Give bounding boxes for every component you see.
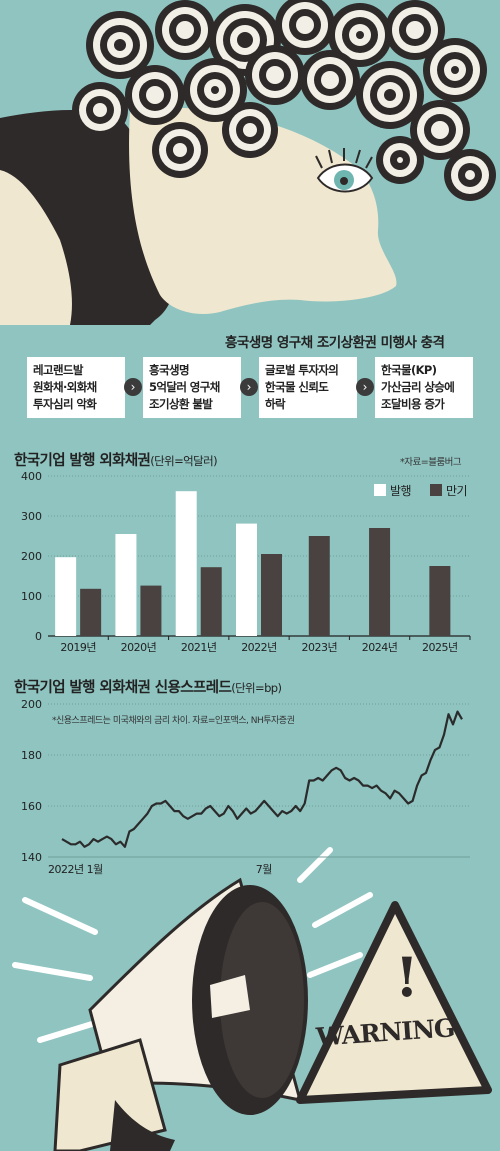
bar-issue — [115, 534, 137, 636]
swirl-hair — [72, 0, 496, 201]
legend-maturity-swatch — [430, 484, 442, 496]
swirl-ring — [384, 89, 396, 101]
headline: 흥국생명 영구채 조기상환권 미행사 충격 — [225, 335, 445, 351]
y-tick-label: 200 — [21, 698, 42, 711]
flow-step-line: 한국물 신뢰도 — [265, 380, 329, 394]
swirl-ring — [146, 86, 164, 104]
flow-step-3: 글로벌 투자자의 한국물 신뢰도 하락 — [259, 357, 357, 418]
flow-step-line: 하락 — [265, 397, 286, 411]
y-tick-label: 180 — [21, 749, 42, 762]
bar-chart-title-text: 한국기업 발행 외화채권 — [14, 453, 151, 469]
y-tick-label: 300 — [21, 510, 42, 523]
flow-step-line: 레고랜드발 — [33, 363, 84, 377]
megaphone-handle — [110, 1100, 175, 1151]
x-tick-label: 2025년 — [422, 641, 458, 654]
bar-chart-source: *자료=블룸버그 — [400, 457, 462, 468]
swirl-ring — [321, 71, 339, 89]
y-tick-label: 160 — [21, 800, 42, 813]
y-tick-label: 400 — [21, 470, 42, 483]
x-tick-label: 7월 — [256, 863, 272, 876]
warning-exclamation-icon: ! — [395, 945, 419, 1009]
swirl-ring — [397, 157, 403, 163]
x-tick-label: 2023년 — [301, 641, 337, 654]
warning-triangle — [296, 901, 492, 1104]
swirl-ring — [114, 39, 126, 51]
megaphone-inner — [220, 902, 304, 1098]
woman-pupil — [340, 177, 348, 185]
woman-cream-neck — [0, 170, 72, 325]
swirl-ring — [356, 31, 364, 39]
legend-maturity-label: 만기 — [446, 484, 468, 498]
swirl-ring — [176, 21, 194, 39]
x-tick-label: 2020년 — [121, 641, 157, 654]
bar-maturity — [429, 566, 451, 636]
legend-issue-swatch — [374, 484, 386, 496]
swirl-ring — [173, 143, 187, 157]
flow-arrow-icon: › — [240, 378, 258, 396]
megaphone-window — [210, 975, 250, 1018]
x-tick-label: 2022년 — [241, 641, 277, 654]
flow-step-2: 흥국생명 5억달러 영구채 조기상환 불발 — [143, 357, 241, 418]
bar-issue — [175, 491, 197, 636]
bar-issue — [55, 557, 77, 636]
flow-step-line: 5억달러 영구채 — [149, 380, 220, 394]
flow-step-line: 한국물(KP) — [381, 363, 437, 377]
flow-step-line: 조기상환 불발 — [149, 397, 213, 411]
swirl-ring — [243, 123, 257, 137]
flow-step-line: 흥국생명 — [149, 363, 190, 377]
bar-maturity — [140, 585, 162, 636]
swirl-ring — [465, 170, 475, 180]
bar-maturity — [80, 588, 102, 636]
bar-chart-title: 한국기업 발행 외화채권(단위=억달러) — [14, 449, 218, 470]
flow-arrow-icon: › — [356, 378, 374, 396]
flow-arrow-icon: › — [124, 378, 142, 396]
legend-issue-label: 발행 — [390, 484, 412, 498]
line-chart-title: 한국기업 발행 외화채권 신용스프레드(단위=bp) — [14, 676, 282, 697]
y-tick-label: 140 — [21, 851, 42, 864]
swirl-ring — [406, 21, 424, 39]
flow-step-line: 글로벌 투자자의 — [265, 363, 339, 377]
y-tick-label: 0 — [35, 630, 42, 643]
y-tick-label: 100 — [21, 590, 42, 603]
woman-lashes — [315, 148, 373, 169]
swirl-ring — [266, 66, 284, 84]
x-tick-label: 2021년 — [181, 641, 217, 654]
alert-rays — [12, 847, 373, 1043]
flow-step-1: 레고랜드발 원화채·외화채 투자심리 악화 — [27, 357, 125, 418]
bar-chart-unit: (단위=억달러) — [150, 454, 218, 468]
flow-step-4: 한국물(KP) 가산금리 상승에 조달비용 증가 — [375, 357, 473, 418]
swirl-ring — [296, 16, 314, 34]
bar-maturity — [308, 536, 330, 636]
swirl-ring — [93, 103, 107, 117]
swirl-ring — [451, 66, 459, 74]
bar-maturity — [369, 528, 391, 636]
x-tick-label: 2019년 — [60, 641, 96, 654]
y-tick-label: 200 — [21, 550, 42, 563]
line-chart-note: *신용스프레드는 미국채와의 금리 차이. 자료=인포맥스, NH투자증권 — [52, 716, 295, 726]
line-chart-unit: (단위=bp) — [231, 681, 282, 695]
spread-line — [61, 710, 463, 848]
flow-step-line: 투자심리 악화 — [33, 397, 97, 411]
x-tick-label: 2024년 — [362, 641, 398, 654]
flow-step-line: 가산금리 상승에 — [381, 380, 455, 394]
swirl-ring — [237, 32, 253, 48]
bar-maturity — [200, 567, 222, 636]
line-chart-title-text: 한국기업 발행 외화채권 신용스프레드 — [14, 680, 232, 696]
swirl-ring — [431, 121, 449, 139]
bar-issue — [236, 523, 257, 636]
flow-step-line: 원화채·외화채 — [33, 380, 97, 394]
flow-step-line: 조달비용 증가 — [381, 397, 445, 411]
x-tick-label: 2022년 1월 — [48, 863, 103, 876]
bar-maturity — [261, 554, 282, 636]
megaphone-illustration — [12, 847, 492, 1151]
swirl-ring — [211, 86, 219, 94]
